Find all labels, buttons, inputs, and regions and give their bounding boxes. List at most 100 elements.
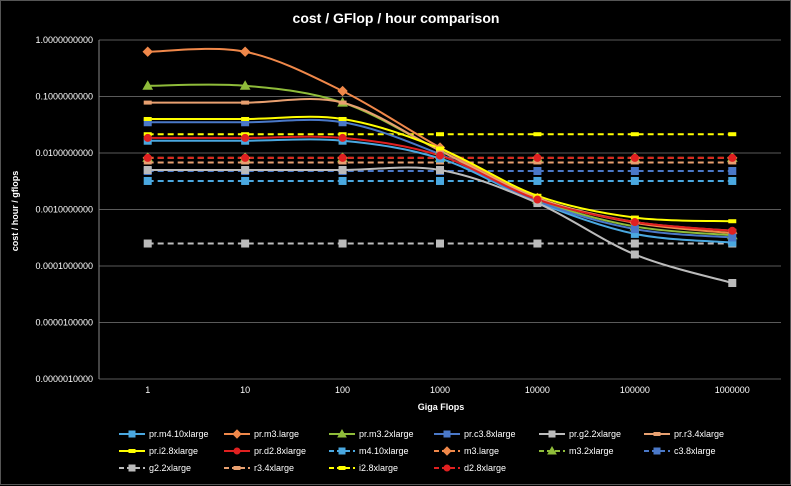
data-point	[143, 176, 152, 185]
data-point	[143, 100, 152, 105]
legend-item: m4.10xlarge	[329, 446, 409, 456]
x-tick-label: 10	[240, 385, 250, 395]
legend-item: r3.4xlarge	[224, 463, 294, 473]
legend-label: pr.c3.8xlarge	[464, 429, 516, 439]
legend-label: pr.d2.8xlarge	[254, 446, 306, 456]
data-point	[142, 46, 153, 57]
legend-label: m3.large	[464, 446, 499, 456]
legend: pr.m4.10xlarge pr.m3.large pr.m3.2xlarge pr…	[119, 428, 724, 473]
legend-item: g2.2xlarge	[119, 463, 191, 473]
data-point	[728, 226, 737, 235]
y-axis-title: cost / hour / gflops	[10, 171, 20, 252]
data-point	[143, 133, 152, 142]
legend-marker	[338, 447, 346, 455]
data-point	[143, 153, 152, 162]
data-point	[239, 80, 251, 90]
legend-item: i2.8xlarge	[329, 463, 398, 473]
data-point	[630, 176, 639, 185]
data-point	[728, 153, 737, 162]
data-point	[630, 132, 639, 137]
x-tick-label: 1000000	[715, 385, 750, 395]
data-point	[241, 153, 250, 162]
legend-item: pr.d2.8xlarge	[224, 446, 306, 456]
legend-item: pr.m3.large	[224, 429, 299, 439]
y-tick-label: 0.0000010000	[35, 374, 93, 384]
data-point	[337, 85, 348, 97]
data-point	[728, 233, 737, 242]
data-point	[533, 239, 542, 248]
legend-item: d2.8xlarge	[434, 463, 506, 473]
data-point	[241, 239, 250, 248]
data-point	[241, 116, 250, 121]
data-point	[533, 167, 542, 176]
data-point	[241, 176, 250, 185]
data-point	[241, 166, 250, 175]
x-axis-title: Giga Flops	[418, 402, 465, 412]
data-point	[436, 239, 444, 248]
legend-item: pr.i2.8xlarge	[119, 446, 198, 456]
legend-label: pr.g2.2xlarge	[569, 429, 621, 439]
legend-label: m4.10xlarge	[359, 446, 409, 456]
data-point	[728, 167, 737, 176]
data-point	[239, 46, 251, 57]
legend-marker	[338, 466, 346, 470]
data-point	[143, 239, 152, 248]
legend-marker	[443, 464, 451, 472]
data-point	[338, 116, 347, 121]
data-point	[630, 167, 639, 176]
x-tick-label: 100000	[620, 385, 650, 395]
legend-marker	[128, 430, 136, 438]
legend-label: c3.8xlarge	[674, 446, 716, 456]
data-point	[630, 218, 639, 227]
y-axis: 0.0000010000 0.0000100000 0.0001000000 0.00…	[35, 35, 93, 384]
y-tick-label: 1.0000000000	[35, 35, 93, 45]
x-tick-label: 1	[145, 385, 150, 395]
legend-marker	[653, 432, 661, 436]
data-point	[436, 176, 444, 185]
y-tick-label: 0.0010000000	[35, 205, 93, 215]
legend-label: r3.4xlarge	[254, 463, 294, 473]
data-point	[436, 132, 444, 137]
legend-marker	[443, 430, 451, 438]
y-tick-label: 0.0001000000	[35, 261, 93, 271]
data-point	[142, 80, 154, 90]
legend-marker	[442, 446, 452, 456]
data-point	[728, 176, 737, 185]
data-point	[630, 225, 639, 234]
legend-item: m3.2xlarge	[539, 445, 614, 456]
legend-marker	[548, 430, 556, 438]
legend-item: pr.m4.10xlarge	[119, 429, 209, 439]
legend-marker	[547, 445, 557, 455]
data-point	[143, 116, 152, 121]
legend-item: pr.r3.4xlarge	[644, 429, 724, 439]
data-point	[338, 166, 347, 175]
series-markers	[142, 46, 738, 288]
y-tick-label: 0.0100000000	[35, 148, 93, 158]
data-point	[630, 239, 639, 248]
data-point	[630, 250, 639, 259]
legend-item: m3.large	[434, 446, 499, 456]
data-point	[436, 151, 444, 160]
legend-item: c3.8xlarge	[644, 446, 716, 456]
legend-label: d2.8xlarge	[464, 463, 506, 473]
data-point	[241, 100, 250, 105]
data-point	[338, 176, 347, 185]
legend-item: pr.g2.2xlarge	[539, 429, 621, 439]
y-tick-label: 0.0000100000	[35, 318, 93, 328]
data-point	[533, 132, 542, 137]
legend-label: pr.m4.10xlarge	[149, 429, 209, 439]
chart-title: cost / GFlop / hour comparison	[293, 10, 500, 26]
series-lines	[147, 47, 733, 284]
data-point	[436, 166, 444, 175]
data-point	[436, 146, 444, 151]
legend-marker	[128, 449, 136, 453]
data-point	[533, 153, 542, 162]
y-tick-label: 0.1000000000	[35, 92, 93, 102]
legend-label: pr.m3.large	[254, 429, 299, 439]
data-point	[728, 132, 737, 137]
data-point	[241, 133, 250, 142]
legend-label: pr.m3.2xlarge	[359, 429, 414, 439]
legend-marker	[233, 447, 241, 455]
